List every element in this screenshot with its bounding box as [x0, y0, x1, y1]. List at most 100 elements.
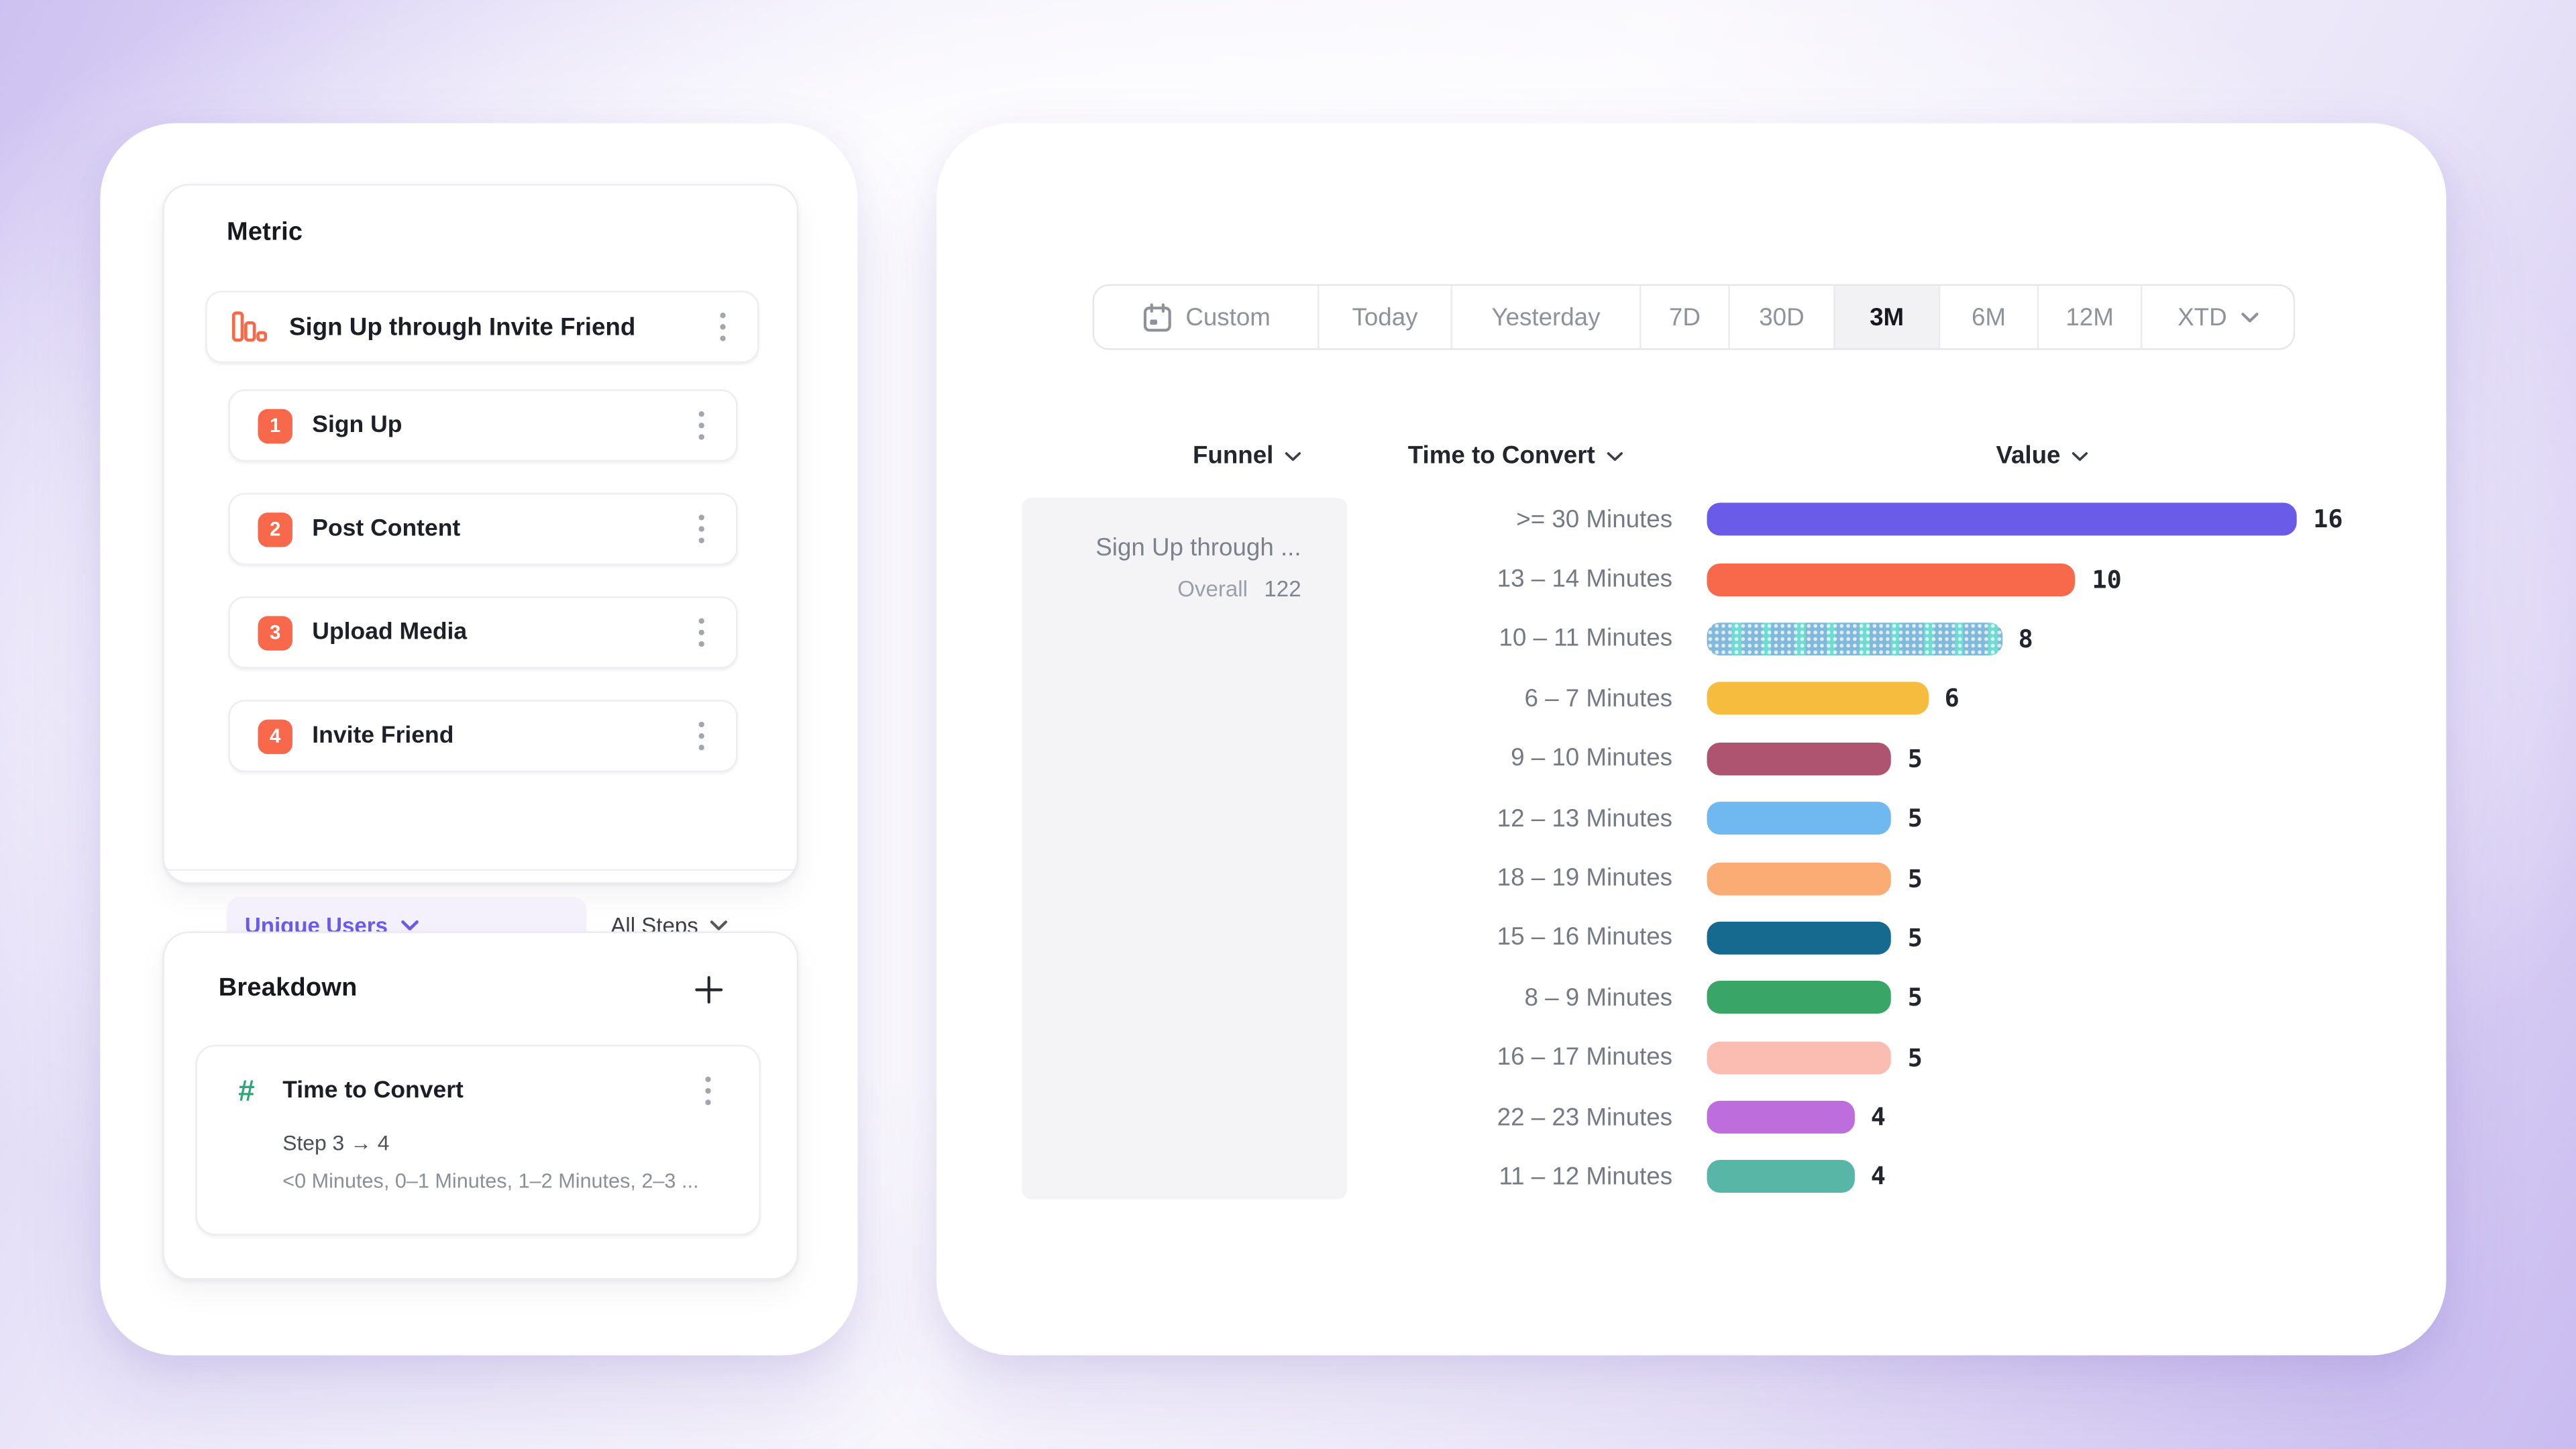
chart-row: 8 – 9 Minutes 5 [936, 968, 2447, 1028]
bar-value: 5 [1907, 743, 1923, 773]
bar-value: 4 [1870, 1162, 1886, 1192]
bucket-label: 22 – 23 Minutes [1497, 1103, 1673, 1132]
date-range-option-6m[interactable]: 6M [1940, 286, 2039, 349]
date-range-option-xtd[interactable]: XTD [2142, 286, 2293, 348]
date-range-option-label: 6M [1971, 303, 2006, 331]
date-range-option-label: 12M [2065, 303, 2114, 331]
funnel-step-row[interactable]: 3 Upload Media [228, 596, 738, 669]
chart-row: 15 – 16 Minutes 5 [936, 908, 2447, 968]
step-number-badge: 4 [258, 718, 292, 753]
kebab-menu-icon[interactable] [680, 611, 723, 654]
value-bar[interactable] [1707, 1161, 1855, 1194]
chart-row: 11 – 12 Minutes 4 [936, 1147, 2447, 1207]
value-bar[interactable] [1707, 682, 1929, 716]
value-bar[interactable] [1707, 981, 1892, 1014]
bucket-label: 10 – 11 Minutes [1499, 625, 1673, 653]
date-range-option-label: 7D [1668, 303, 1701, 331]
column-header-value[interactable]: Value [1996, 442, 2089, 470]
bucket-label: 8 – 9 Minutes [1524, 983, 1673, 1012]
value-bar[interactable] [1707, 921, 1892, 955]
chart-row: 22 – 23 Minutes 4 [936, 1087, 2447, 1147]
date-range-option-label: 30D [1759, 303, 1805, 331]
value-bar[interactable] [1707, 1040, 1892, 1074]
breakdown-property-card[interactable]: # Time to Convert Step 3 → 4 <0 Minutes,… [195, 1044, 761, 1236]
kebab-menu-icon[interactable] [687, 1069, 730, 1112]
chevron-down-icon [2241, 311, 2258, 322]
report-panel: Custom Today Yesterday 7D 30D 3M 6M 12M XTD Funn… [936, 123, 2447, 1356]
bar-value: 5 [1907, 863, 1923, 894]
bucket-label: 18 – 19 Minutes [1497, 864, 1673, 892]
date-range-option-today[interactable]: Today [1320, 286, 1452, 349]
step-number-badge: 1 [258, 408, 292, 443]
funnel-step-row[interactable]: 2 Post Content [228, 492, 738, 566]
date-range-control: Custom Today Yesterday 7D 30D 3M 6M 12M XTD [1092, 284, 2296, 350]
date-range-option-12m[interactable]: 12M [2039, 286, 2143, 349]
column-header-breakdown[interactable]: Time to Convert [1408, 442, 1623, 470]
step-label: Sign Up [312, 412, 402, 439]
step-number-badge: 3 [258, 615, 292, 650]
value-bar[interactable] [1707, 1101, 1855, 1134]
kebab-menu-icon[interactable] [680, 508, 723, 551]
value-bar[interactable] [1707, 861, 1892, 895]
kebab-menu-icon[interactable] [680, 404, 723, 447]
date-range-option-yesterday[interactable]: Yesterday [1452, 286, 1642, 349]
value-bar[interactable] [1707, 502, 2297, 536]
date-range-option-label: Yesterday [1491, 303, 1601, 331]
date-range-option-label: XTD [2178, 303, 2227, 331]
chevron-down-icon [401, 919, 419, 930]
metric-card: Metric Sign Up through Invite Friend 1 Si… [162, 184, 799, 953]
funnel-step-row[interactable]: 1 Sign Up [228, 389, 738, 462]
value-bar[interactable] [1707, 802, 1892, 835]
funnel-table-cell: Sign Up through ... Overall 122 [1022, 498, 1348, 1199]
date-range-option-custom[interactable]: Custom [1094, 286, 1320, 349]
bar-value: 10 [2092, 564, 2122, 594]
query-builder-panel: Metric Sign Up through Invite Friend 1 Si… [100, 123, 858, 1356]
bucket-label: 11 – 12 Minutes [1499, 1163, 1673, 1191]
bucket-label: 6 – 7 Minutes [1524, 684, 1673, 713]
bucket-label: >= 30 Minutes [1516, 505, 1673, 534]
divider [166, 869, 796, 871]
chevron-down-icon [710, 920, 728, 930]
bar-value: 5 [1907, 983, 1923, 1013]
column-header-funnel[interactable]: Funnel [1193, 442, 1301, 470]
bar-value: 8 [2018, 624, 2033, 654]
funnel-metric-name: Sign Up through Invite Friend [289, 313, 636, 341]
bar-value: 5 [1907, 803, 1923, 833]
bucket-label: 13 – 14 Minutes [1497, 565, 1673, 594]
chart-row: 18 – 19 Minutes 5 [936, 849, 2447, 908]
bar-value: 5 [1907, 1042, 1923, 1073]
bar-value: 4 [1870, 1102, 1886, 1132]
value-bar[interactable] [1707, 623, 2002, 656]
step-label: Upload Media [312, 619, 468, 646]
breakdown-card: Breakdown # Time to Convert Step 3 → 4 <… [162, 931, 799, 1280]
breakdown-buckets-preview: <0 Minutes, 0–1 Minutes, 1–2 Minutes, 2–… [282, 1169, 699, 1193]
step-label: Invite Friend [312, 722, 454, 749]
bucket-label: 9 – 10 Minutes [1511, 745, 1673, 773]
chevron-down-icon [1285, 451, 1301, 460]
bucket-label: 12 – 13 Minutes [1497, 804, 1673, 833]
funnel-metric-row[interactable]: Sign Up through Invite Friend [205, 290, 759, 364]
breakdown-property-name: Time to Convert [282, 1077, 464, 1104]
date-range-option-30d[interactable]: 30D [1730, 286, 1835, 349]
value-bar[interactable] [1707, 742, 1892, 775]
chart-row: 12 – 13 Minutes 5 [936, 788, 2447, 848]
chart-row: 6 – 7 Minutes 6 [936, 669, 2447, 729]
breakdown-section-title: Breakdown [218, 974, 358, 1002]
chevron-down-icon [1607, 451, 1623, 460]
value-bar[interactable] [1707, 562, 2076, 596]
funnel-step-row[interactable]: 4 Invite Friend [228, 700, 738, 773]
plus-icon[interactable] [688, 969, 728, 1009]
hash-icon: # [238, 1073, 255, 1107]
breakdown-bar-chart: >= 30 Minutes 16 13 – 14 Minutes 10 10 – 11 … [936, 490, 2447, 1207]
bar-value: 6 [1944, 684, 1960, 714]
date-range-option-7d[interactable]: 7D [1642, 286, 1730, 349]
kebab-menu-icon[interactable] [702, 306, 745, 349]
funnel-cell-overall: Overall 122 [1177, 576, 1301, 602]
chart-row: 9 – 10 Minutes 5 [936, 729, 2447, 788]
bar-value: 5 [1907, 923, 1923, 953]
breakdown-step-range: Step 3 → 4 [282, 1130, 390, 1155]
bar-chart-icon [231, 311, 268, 342]
kebab-menu-icon[interactable] [680, 714, 723, 757]
date-range-option-3m[interactable]: 3M [1835, 286, 1941, 349]
